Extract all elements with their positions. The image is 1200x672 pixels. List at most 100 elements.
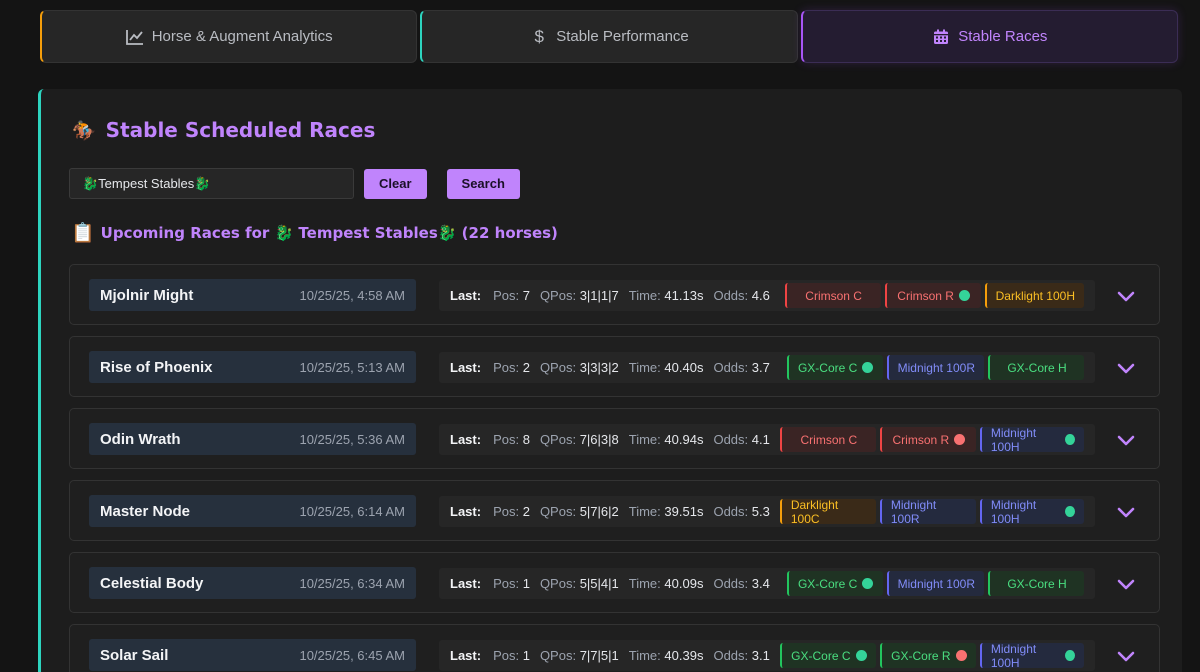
- race-time-stat: Time: 40.09s: [629, 576, 704, 591]
- qualifying-positions-stat: QPos: 3|3|3|2: [540, 360, 619, 375]
- odds-stat: Odds: 5.3: [713, 504, 769, 519]
- augment-badge: Darklight 100C: [779, 497, 876, 526]
- race-datetime: 10/25/25, 6:14 AM: [299, 503, 405, 519]
- augment-label: Midnight 100R: [897, 360, 975, 375]
- augment-label: Midnight 100H: [990, 425, 1037, 454]
- stat-value: 1: [522, 576, 530, 591]
- stat-label: QPos:: [539, 432, 577, 447]
- augment-label: Crimson C: [800, 432, 858, 447]
- tab-horse-augment-analytics[interactable]: Horse & Augment Analytics: [40, 10, 418, 63]
- augment-list: GX-Core C Midnight 100R GX-Core H: [786, 355, 1084, 380]
- augment-badge: GX-Core H: [988, 355, 1084, 380]
- race-datetime: 10/25/25, 4:58 AM: [299, 287, 405, 303]
- tab-stable-races[interactable]: Stable Races: [800, 10, 1178, 63]
- stat-label: Pos:: [493, 576, 520, 591]
- stat-label: Time:: [628, 360, 661, 375]
- chevron-down-icon[interactable]: [1113, 571, 1139, 597]
- race-row[interactable]: Odin Wrath 10/25/25, 5:36 AM Last: Pos: …: [69, 408, 1160, 469]
- stat-value: 7|6|3|8: [579, 432, 619, 447]
- stat-value: 41.13s: [664, 288, 704, 303]
- augment-badge: Midnight 100H: [979, 498, 1084, 526]
- odds-stat: Odds: 3.7: [713, 360, 769, 375]
- odds-stat: Odds: 4.6: [713, 288, 769, 303]
- stat-value: 3|3|3|2: [579, 360, 619, 375]
- stat-label: Odds:: [713, 504, 749, 519]
- race-row[interactable]: Mjolnir Might 10/25/25, 4:58 AM Last: Po…: [69, 264, 1160, 325]
- augment-badge: Midnight 100H: [979, 425, 1084, 454]
- stat-label: Time:: [628, 504, 661, 519]
- augment-label: GX-Core C: [797, 576, 858, 591]
- stat-label: Pos:: [493, 432, 520, 447]
- stable-search-input[interactable]: [69, 168, 354, 199]
- race-row[interactable]: Rise of Phoenix 10/25/25, 5:13 AM Last: …: [69, 336, 1160, 397]
- stat-value: 3|1|1|7: [579, 288, 619, 303]
- augment-badge: Crimson R: [884, 283, 981, 308]
- stat-label: Pos:: [493, 648, 520, 663]
- augment-label: GX-Core R: [891, 648, 951, 663]
- stat-label: Time:: [628, 648, 661, 663]
- last-label: Last:: [450, 576, 482, 591]
- panel-title-text: Stable Scheduled Races: [105, 118, 376, 142]
- position-stat: Pos: 8: [493, 432, 530, 447]
- horse-name: Mjolnir Might: [100, 286, 194, 304]
- position-stat: Pos: 7: [493, 288, 530, 303]
- last-label: Last:: [450, 288, 482, 303]
- chevron-down-icon[interactable]: [1113, 499, 1139, 525]
- stat-label: Pos:: [493, 504, 520, 519]
- race-list: Mjolnir Might 10/25/25, 4:58 AM Last: Po…: [69, 264, 1160, 672]
- qualifying-positions-stat: QPos: 3|1|1|7: [540, 288, 619, 303]
- stat-value: 3.4: [751, 576, 770, 591]
- calendar-icon: [932, 28, 950, 46]
- augment-label: Darklight 100C: [790, 497, 839, 526]
- stable-races-panel: 🏇 Stable Scheduled Races Clear Search 📋 …: [38, 89, 1182, 672]
- status-dot-icon: [1065, 650, 1075, 661]
- augment-badge: Darklight 100H: [984, 283, 1084, 308]
- race-row[interactable]: Solar Sail 10/25/25, 6:45 AM Last: Pos: …: [69, 624, 1160, 672]
- augment-badge: Crimson C: [784, 283, 881, 308]
- augment-list: Darklight 100C Midnight 100R Midnight 100H: [779, 497, 1084, 526]
- chevron-down-icon[interactable]: [1113, 355, 1139, 381]
- augment-badge: GX-Core H: [988, 571, 1084, 596]
- status-dot-icon: [958, 290, 970, 301]
- stat-value: 8: [522, 432, 530, 447]
- augment-badge: Crimson R: [879, 427, 976, 452]
- race-row[interactable]: Master Node 10/25/25, 6:14 AM Last: Pos:…: [69, 480, 1160, 541]
- last-label: Last:: [450, 432, 482, 447]
- race-row-header: Solar Sail 10/25/25, 6:45 AM: [89, 639, 416, 671]
- augment-badge: GX-Core C: [786, 355, 883, 380]
- race-row[interactable]: Celestial Body 10/25/25, 6:34 AM Last: P…: [69, 552, 1160, 613]
- chevron-down-icon[interactable]: [1113, 643, 1139, 669]
- stat-value: 2: [522, 360, 530, 375]
- last-race-stats: Last: Pos: 1 QPos: 7|7|5|1 Time: 40.39s …: [439, 640, 1095, 671]
- qualifying-positions-stat: QPos: 5|5|4|1: [540, 576, 619, 591]
- chevron-down-icon[interactable]: [1113, 427, 1139, 453]
- race-datetime: 10/25/25, 6:34 AM: [299, 575, 405, 591]
- clear-button[interactable]: Clear: [364, 168, 427, 199]
- augment-badge: Crimson C: [779, 427, 876, 452]
- tab-label: Stable Races: [958, 28, 1048, 45]
- last-race-stats: Last: Pos: 2 QPos: 3|3|3|2 Time: 40.40s …: [439, 352, 1095, 383]
- augment-label: Crimson R: [897, 288, 954, 303]
- race-time-stat: Time: 41.13s: [629, 288, 704, 303]
- last-label: Last:: [450, 648, 482, 663]
- stat-label: QPos:: [539, 288, 577, 303]
- stat-value: 7: [522, 288, 530, 303]
- augment-list: Crimson C Crimson R Darklight 100H: [784, 283, 1084, 308]
- dollar-icon: $: [534, 26, 544, 46]
- status-dot-icon: [955, 650, 967, 661]
- augment-badge: Midnight 100H: [979, 642, 1084, 670]
- tab-stable-performance[interactable]: $ Stable Performance: [420, 10, 798, 63]
- augment-label: Darklight 100H: [995, 288, 1075, 303]
- chevron-down-icon[interactable]: [1113, 283, 1139, 309]
- stat-label: QPos:: [539, 504, 577, 519]
- stat-value: 4.1: [751, 432, 770, 447]
- race-datetime: 10/25/25, 5:13 AM: [299, 359, 405, 375]
- stat-value: 5|5|4|1: [579, 576, 619, 591]
- status-dot-icon: [1065, 434, 1075, 445]
- position-stat: Pos: 2: [493, 360, 530, 375]
- augment-label: Midnight 100R: [890, 497, 937, 526]
- search-button[interactable]: Search: [446, 168, 520, 199]
- qualifying-positions-stat: QPos: 5|7|6|2: [540, 504, 619, 519]
- augment-list: GX-Core C GX-Core R Midnight 100H: [779, 642, 1084, 670]
- augment-badge: GX-Core C: [779, 643, 876, 668]
